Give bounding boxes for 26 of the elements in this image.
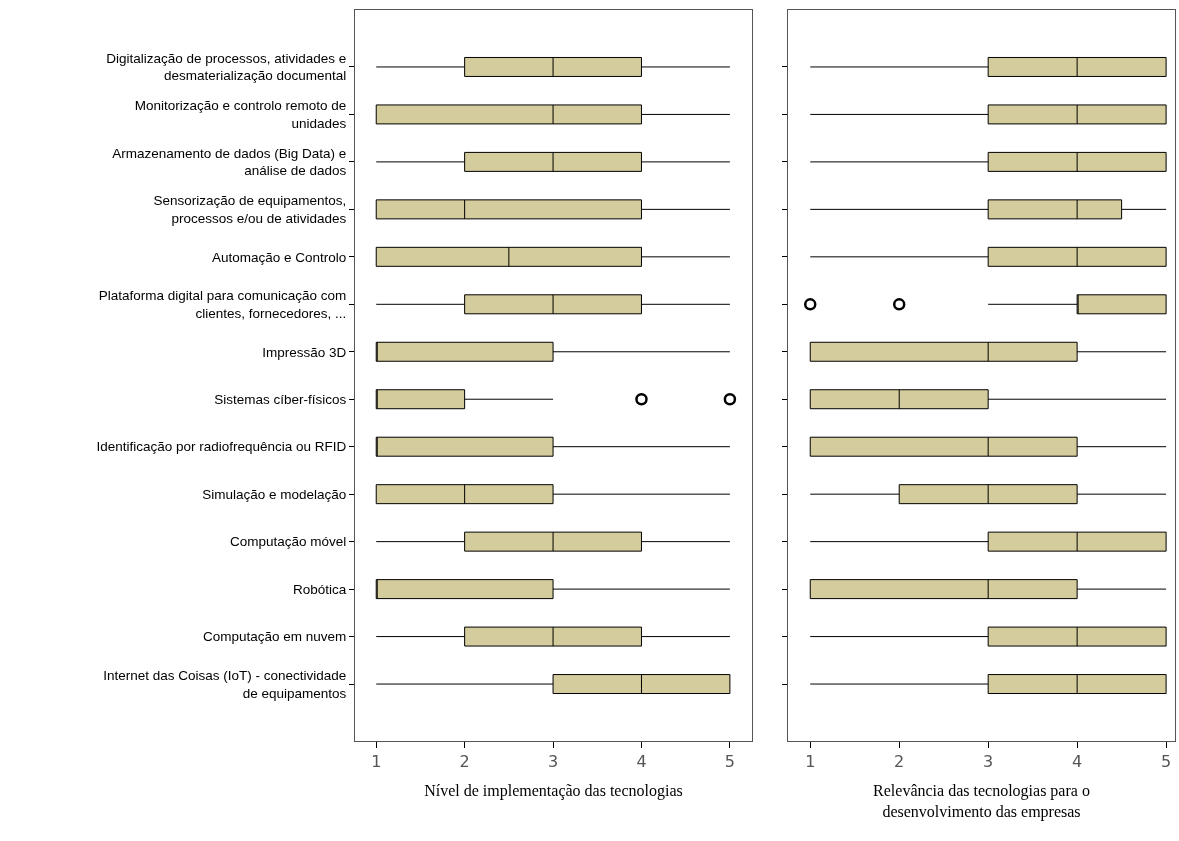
y-tick-label: Computação móvel — [229, 534, 347, 550]
x-tick-label: 4 — [1072, 752, 1083, 772]
y-tick-label: Impressão 3D — [262, 344, 347, 360]
x-tick-label: 1 — [371, 752, 382, 772]
x-tick-label: 3 — [547, 752, 559, 772]
x-tick-label: 5 — [1161, 752, 1172, 772]
y-tick-label: Plataforma digital para comunicação com clientes, fornecedores, ... — [98, 288, 347, 321]
x-axis-title: Nível de implementação das tecnologias — [424, 781, 683, 800]
y-tick-label: Automação e Controlo — [211, 249, 347, 265]
x-tick-label: 2 — [894, 752, 905, 772]
x-tick-label: 4 — [636, 752, 647, 772]
x-tick-label: 2 — [459, 752, 470, 772]
y-tick-label: Robótica — [293, 581, 347, 597]
y-tick-label: Identificação por radiofrequência ou RFID — [96, 439, 347, 455]
x-tick-label: 3 — [983, 752, 994, 772]
y-tick-label: Sistemas cíber-físicos — [214, 391, 347, 407]
x-axis-title: Relevância das tecnologias para o desenvolvimento das empresas — [873, 781, 1090, 821]
y-tick-label: Internet das Coisas (IoT) - conectividade de equipamentos — [103, 667, 347, 701]
x-tick-label: 1 — [805, 752, 816, 772]
y-tick-label: Computação em nuvem — [202, 629, 347, 645]
y-tick-label: Armazenamento de dados (Big Data) e análise de dados — [112, 145, 347, 179]
y-tick-label: Digitalização de processos, atividades e desmaterialização documental — [106, 50, 347, 84]
y-tick-label: Sensorização de equipamentos, processos e/ou de atividades — [153, 193, 347, 226]
y-tick-label: Simulação e modelação — [202, 486, 347, 502]
y-tick-label: Monitorização e controlo remoto de unidades — [134, 98, 347, 131]
x-tick-label: 5 — [724, 752, 735, 772]
